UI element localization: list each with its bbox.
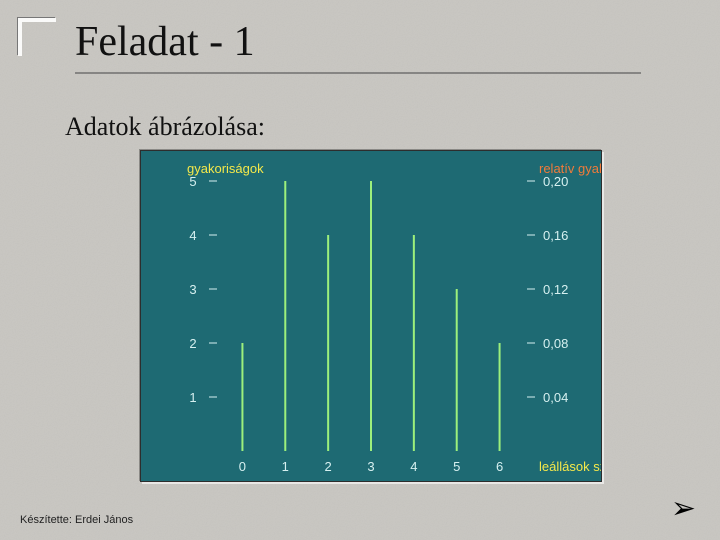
svg-text:leállások száma: leállások száma xyxy=(539,459,601,474)
svg-text:6: 6 xyxy=(496,459,503,474)
svg-text:0: 0 xyxy=(239,459,246,474)
svg-text:3: 3 xyxy=(189,282,196,297)
svg-text:gyakoriságok: gyakoriságok xyxy=(187,161,264,176)
svg-text:1: 1 xyxy=(189,390,196,405)
corner-decoration xyxy=(18,18,56,56)
svg-text:0,04: 0,04 xyxy=(543,390,568,405)
frequency-chart: gyakoriságokrelatív gyakoriságok10,0420,… xyxy=(140,150,602,482)
svg-text:0,12: 0,12 xyxy=(543,282,568,297)
svg-text:0,16: 0,16 xyxy=(543,228,568,243)
svg-text:1: 1 xyxy=(282,459,289,474)
page-title: Feladat - 1 xyxy=(75,18,641,74)
svg-text:2: 2 xyxy=(189,336,196,351)
svg-text:2: 2 xyxy=(325,459,332,474)
next-arrow-icon[interactable]: ➢ xyxy=(671,491,696,526)
subtitle: Adatok ábrázolása: xyxy=(65,112,265,142)
author-credit: Készítette: Erdei János xyxy=(20,514,133,526)
svg-text:4: 4 xyxy=(189,228,196,243)
svg-text:0,08: 0,08 xyxy=(543,336,568,351)
svg-text:3: 3 xyxy=(367,459,374,474)
chart-svg: gyakoriságokrelatív gyakoriságok10,0420,… xyxy=(141,151,601,481)
slide: Feladat - 1 Adatok ábrázolása: gyakorisá… xyxy=(0,0,720,540)
svg-text:4: 4 xyxy=(410,459,417,474)
svg-text:5: 5 xyxy=(189,174,196,189)
svg-text:0,20: 0,20 xyxy=(543,174,568,189)
svg-text:5: 5 xyxy=(453,459,460,474)
